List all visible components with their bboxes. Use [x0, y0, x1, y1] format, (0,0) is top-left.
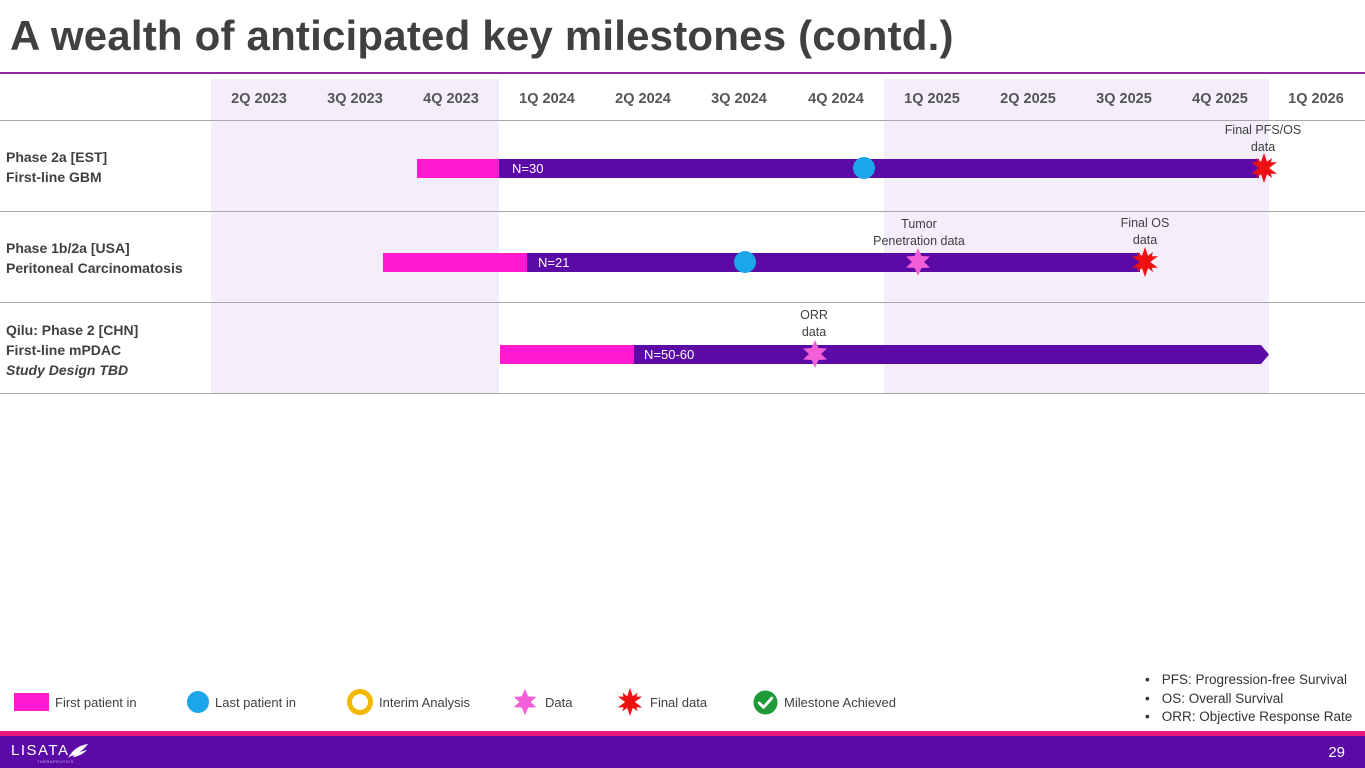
- interim-ring-icon: [347, 689, 373, 715]
- note-item: OS: Overall Survival: [1145, 690, 1352, 709]
- annotation-line: data: [1132, 233, 1158, 247]
- legend-first-patient: First patient in: [14, 688, 137, 716]
- enrollment-bar: [527, 253, 1140, 272]
- data-star-icon: [906, 248, 930, 276]
- year-shade-2025: [884, 79, 1269, 393]
- annotation-line: Penetration data: [873, 234, 965, 248]
- quarter-header-cell: 3Q 2025: [1096, 91, 1152, 107]
- first-patient-bar: [383, 253, 527, 272]
- annotation-line: Final OS: [1120, 216, 1170, 230]
- quarter-header-cell: 1Q 2026: [1288, 91, 1344, 107]
- trial-label-line: Qilu: Phase 2 [CHN]: [6, 322, 139, 338]
- legend-label: Milestone Achieved: [784, 694, 897, 710]
- annotation-line: ORR: [800, 308, 828, 322]
- quarter-header-cell: 4Q 2024: [808, 91, 864, 107]
- first-patient-swatch-icon: [14, 693, 49, 711]
- enrollment-bar: [499, 159, 1259, 178]
- quarter-header-cell: 2Q 2023: [231, 91, 287, 107]
- legend-last-patient: Last patient in: [187, 688, 296, 716]
- footer-stripe: [0, 731, 1365, 736]
- legend-label: First patient in: [55, 694, 137, 710]
- quarter-header-cell: 1Q 2025: [904, 91, 960, 107]
- row-divider: [0, 120, 1365, 121]
- first-patient-bar: [417, 159, 499, 178]
- legend-label: Interim Analysis: [379, 694, 471, 710]
- quarter-header-cell: 1Q 2024: [519, 91, 575, 107]
- final-data-star-icon: [1251, 153, 1277, 183]
- enrollment-count: N=21: [538, 255, 570, 270]
- trial-label-line: Phase 1b/2a [USA]: [6, 240, 130, 256]
- final-data-star-icon: [1132, 247, 1158, 277]
- last-patient-marker: [853, 157, 875, 179]
- last-patient-dot-icon: [187, 691, 209, 713]
- row-divider: [0, 302, 1365, 303]
- logo-text: LISATA: [11, 742, 70, 759]
- quarter-header-cell: 2Q 2024: [615, 91, 671, 107]
- first-patient-bar: [500, 345, 634, 364]
- legend-label: Data: [545, 694, 573, 710]
- quarter-header-cell: 3Q 2024: [711, 91, 767, 107]
- data-star-icon: [803, 340, 827, 368]
- trial-label-line: First-line GBM: [6, 169, 102, 185]
- trial-label-line: Phase 2a [EST]: [6, 149, 108, 165]
- enrollment-count: N=30: [512, 161, 544, 176]
- legend-data: Data: [511, 688, 572, 716]
- year-shade-2023: [211, 79, 499, 393]
- quarter-header-cell: 2Q 2025: [1000, 91, 1056, 107]
- slide-title: A wealth of anticipated key milestones (…: [10, 12, 954, 59]
- data-star-icon: [513, 688, 537, 716]
- final-data-star-icon: [617, 688, 643, 716]
- abbreviation-notes: PFS: Progression-free Survival OS: Overa…: [1145, 671, 1353, 727]
- annotation-line: Tumor: [901, 217, 937, 231]
- milestone-annotation: Tumor Penetration data: [859, 216, 979, 250]
- quarter-header-cell: 4Q 2025: [1192, 91, 1248, 107]
- annotation-line: data: [1250, 140, 1276, 154]
- company-logo: LISATA: [11, 742, 89, 759]
- milestone-annotation: Final PFS/OS data: [1213, 122, 1313, 156]
- leaf-logo-icon: [68, 743, 89, 758]
- legend-label: Last patient in: [215, 694, 296, 710]
- check-circle-icon: [753, 689, 778, 715]
- milestone-annotation: Final OS data: [1105, 215, 1185, 249]
- note-item: ORR: Objective Response Rate: [1145, 708, 1353, 727]
- legend-achieved: Milestone Achieved: [753, 688, 896, 716]
- title-rule: [0, 72, 1365, 74]
- trial-label-gbm: Phase 2a [EST] First-line GBM: [6, 147, 107, 187]
- annotation-line: Final PFS/OS: [1224, 123, 1302, 137]
- trial-label-peritoneal: Phase 1b/2a [USA] Peritoneal Carcinomato…: [6, 238, 183, 278]
- legend-interim: Interim Analysis: [347, 688, 470, 716]
- legend-label: Final data: [650, 694, 708, 710]
- trial-label-line: First-line mPDAC: [6, 342, 122, 358]
- row-divider: [0, 211, 1365, 212]
- quarter-header-cell: 4Q 2023: [423, 91, 479, 107]
- note-item: PFS: Progression-free Survival: [1145, 671, 1352, 690]
- milestone-annotation: ORR data: [784, 307, 844, 341]
- enrollment-count: N=50-60: [644, 347, 695, 362]
- enrollment-arrow-bar: [634, 345, 1269, 364]
- last-patient-marker: [734, 251, 756, 273]
- annotation-line: data: [801, 325, 827, 339]
- row-divider: [0, 393, 1365, 394]
- logo-subtext: THERAPEUTICS: [37, 759, 74, 764]
- trial-label-line: Peritoneal Carcinomatosis: [6, 260, 183, 276]
- page-number: 29: [1328, 744, 1345, 761]
- quarter-header-cell: 3Q 2023: [327, 91, 383, 107]
- trial-label-line: Study Design TBD: [6, 362, 129, 378]
- footer-bar: LISATA THERAPEUTICS 29: [0, 736, 1365, 768]
- legend-final: Final data: [616, 688, 707, 716]
- trial-label-mpdac: Qilu: Phase 2 [CHN] First-line mPDAC Stu…: [6, 320, 138, 380]
